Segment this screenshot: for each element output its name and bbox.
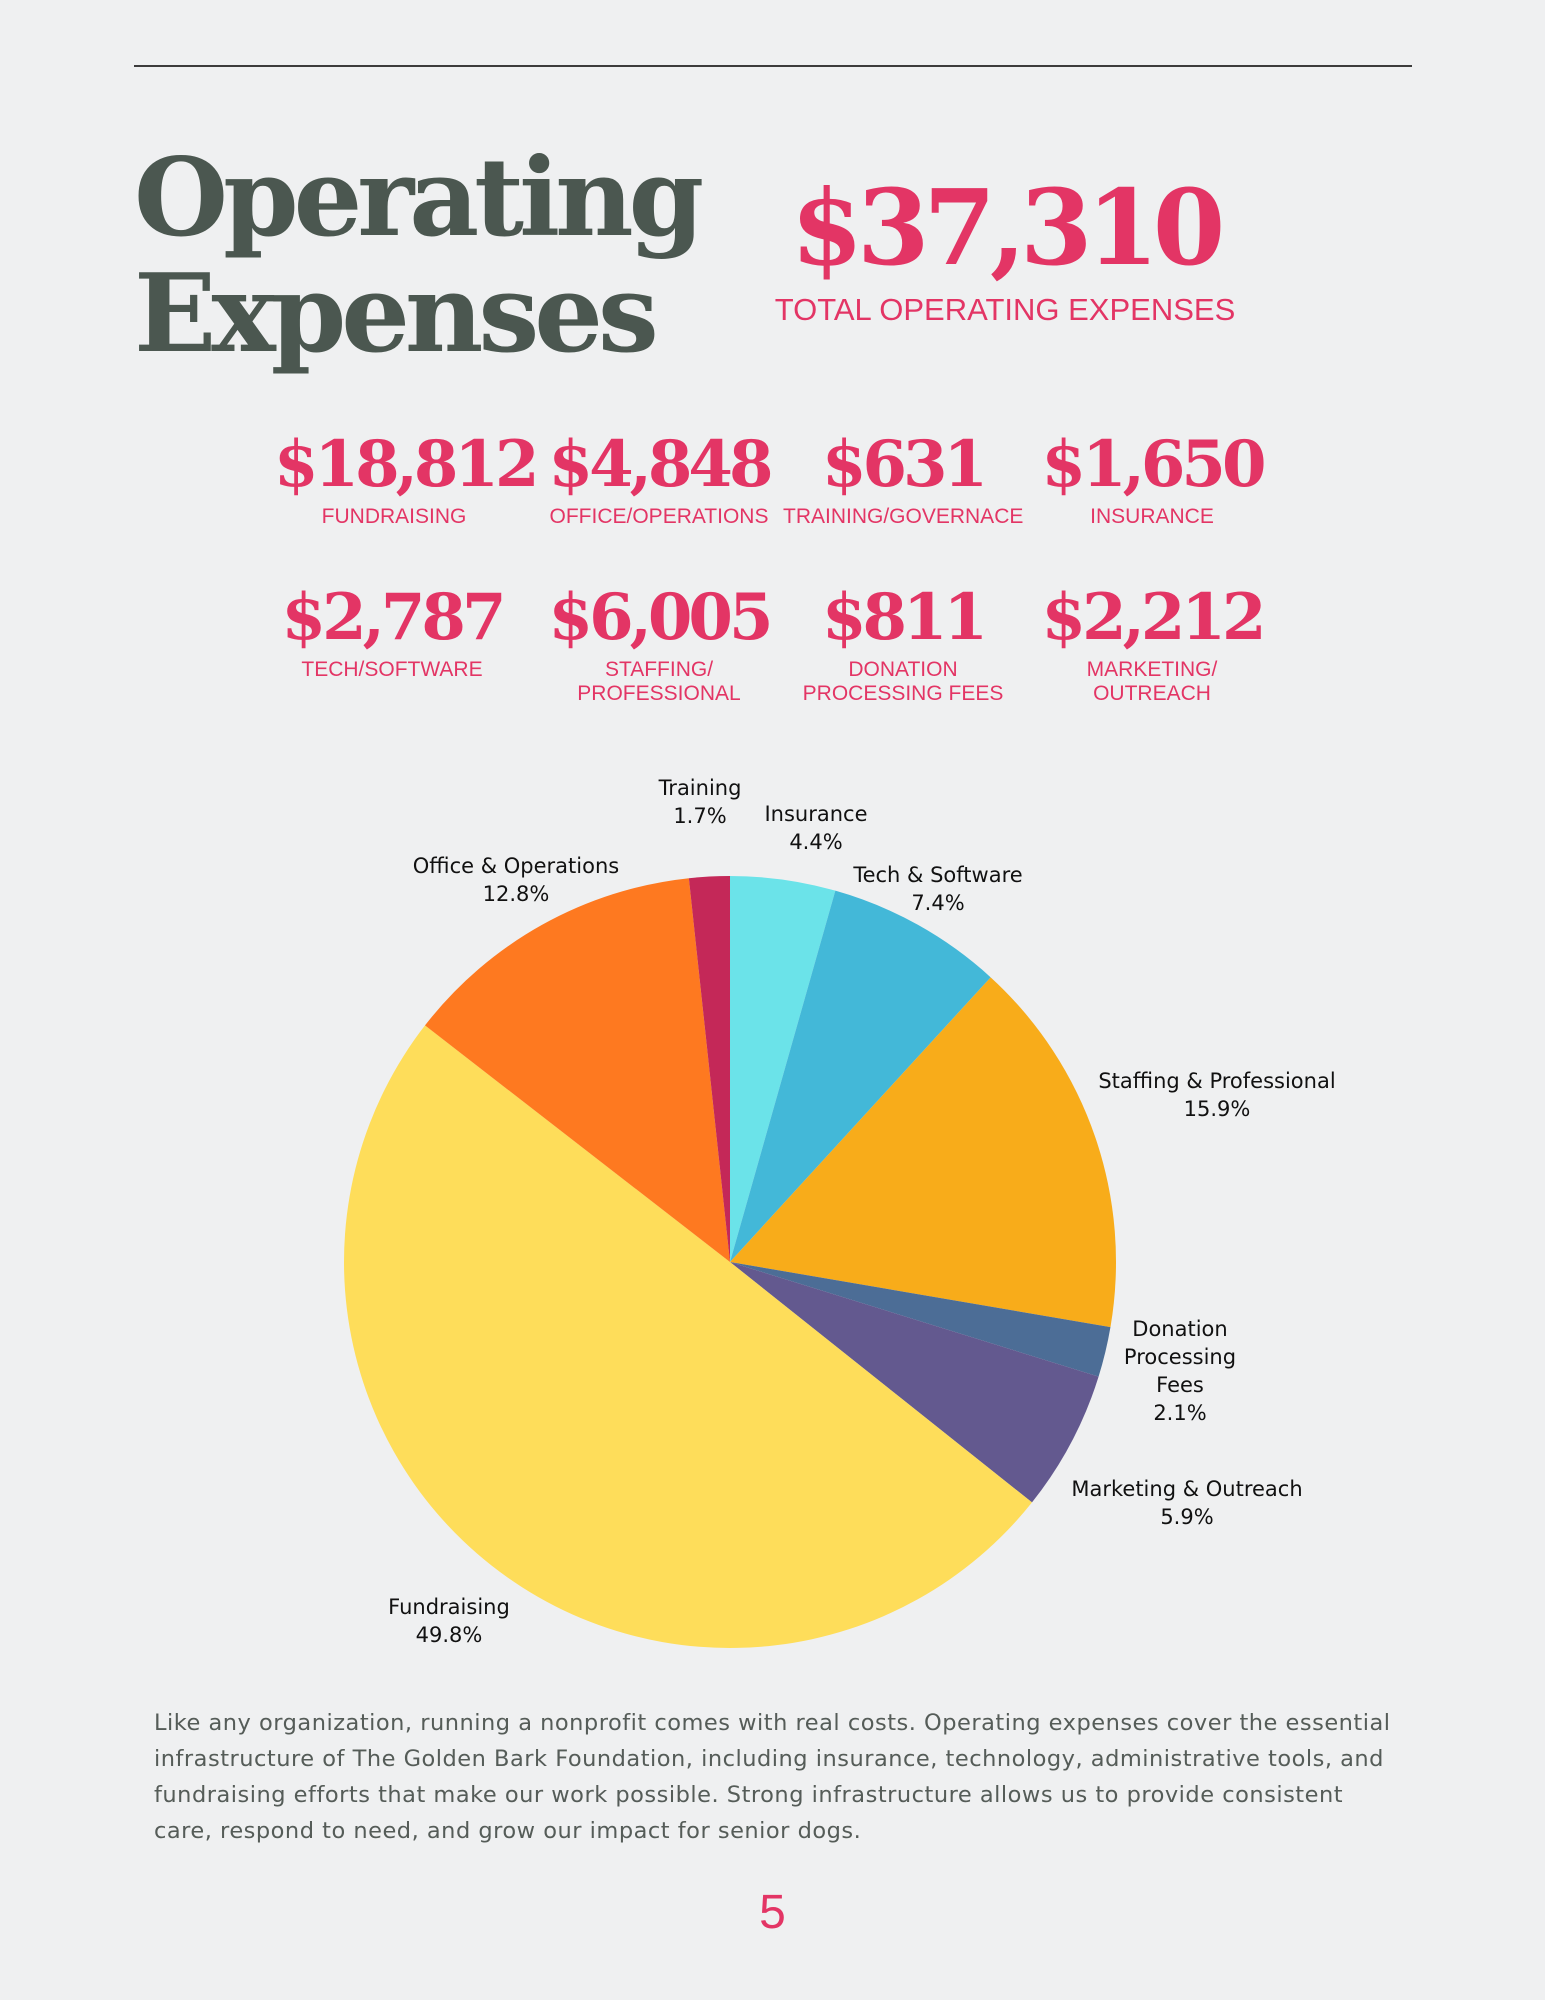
pie-label-percent: 7.4% [911, 891, 964, 915]
stat-value: $18,812 [274, 427, 539, 502]
pie-slice-marketing-outreach [730, 1262, 1099, 1503]
pie-slice-fundraising [343, 1025, 1033, 1649]
pie-label-name: Processing [1124, 1345, 1236, 1369]
pie-slice-insurance [730, 876, 836, 1262]
expense-pie-chart: Insurance 4.4% Tech & Software 7.4% Staffing… [343, 776, 1336, 1649]
page-title: Operating Expenses [134, 135, 704, 377]
stat-label: TRAINING/GOVERNACE [783, 505, 1024, 528]
stat-value: $811 [821, 580, 988, 655]
stat-value: $4,848 [548, 427, 774, 502]
pie-label-name: Staffing & Professional [1098, 1069, 1335, 1093]
stat-value: $1,650 [1041, 427, 1267, 502]
pie-label-office-operations: Office & Operations 12.8% [413, 854, 619, 906]
total-expenses-value: $37,310 [790, 166, 1225, 289]
stat-label: FUNDRAISING [321, 505, 467, 528]
stat-office-operations: $4,848 OFFICE/OPERATIONS [539, 425, 779, 529]
pie-label-name: Training [658, 776, 742, 800]
page-title-line-1: Operating [134, 135, 704, 261]
page-title-line-2: Expenses [134, 251, 659, 377]
pie-slice-tech-software [730, 890, 991, 1262]
stat-value: $2,787 [281, 580, 507, 655]
stat-marketing-outreach: $2,212 MARKETING/ OUTREACH [1032, 578, 1272, 706]
pie-label-percent: 1.7% [673, 804, 726, 828]
pie-label-insurance: Insurance 4.4% [764, 802, 867, 854]
stat-donation-processing: $811 DONATION PROCESSING FEES [783, 578, 1023, 706]
stat-training-governance: $631 TRAINING/GOVERNACE [783, 425, 1023, 529]
pie-label-percent: 4.4% [789, 830, 842, 854]
pie-label-tech-software: Tech & Software 7.4% [852, 863, 1022, 915]
pie-label-name: Insurance [764, 802, 867, 826]
pie-slice-staffing-professional [730, 977, 1117, 1328]
pie-label-donation-processing-fees: Donation Processing Fees 2.1% [1124, 1317, 1236, 1425]
stat-value: $2,212 [1041, 580, 1267, 655]
pie-label-name: Office & Operations [413, 854, 619, 878]
stat-tech-software: $2,787 TECH/SOFTWARE [272, 578, 512, 682]
pie-label-percent: 2.1% [1153, 1401, 1206, 1425]
stat-label: STAFFING/ PROFESSIONAL [577, 658, 741, 705]
pie-slice-training [688, 876, 730, 1262]
pie-label-training: Training 1.7% [658, 776, 742, 828]
pie-slice-office-operations [425, 878, 730, 1262]
top-divider [134, 65, 1412, 67]
stat-value: $6,005 [548, 580, 774, 655]
stat-fundraising: $18,812 FUNDRAISING [274, 425, 539, 529]
pie-label-name: Fees [1156, 1373, 1204, 1397]
pie-label-name: Donation [1132, 1317, 1227, 1341]
pie-label-fundraising: Fundraising 49.8% [388, 1595, 510, 1647]
page-number: 5 [759, 1886, 786, 1939]
pie-label-marketing-outreach: Marketing & Outreach 5.9% [1071, 1477, 1302, 1529]
stat-label: DONATION PROCESSING FEES [802, 658, 1004, 705]
pie-label-name: Fundraising [388, 1595, 510, 1619]
stat-insurance: $1,650 INSURANCE [1032, 425, 1272, 529]
pie-label-name: Tech & Software [852, 863, 1022, 887]
stat-value: $631 [821, 427, 988, 502]
stat-label: OFFICE/OPERATIONS [549, 505, 769, 528]
stat-label: INSURANCE [1090, 505, 1214, 528]
pie-label-percent: 5.9% [1160, 1505, 1213, 1529]
stat-label: MARKETING/ OUTREACH [1086, 658, 1218, 705]
stat-staffing-professional: $6,005 STAFFING/ PROFESSIONAL [539, 578, 779, 706]
pie-label-percent: 15.9% [1184, 1097, 1251, 1121]
stat-label: TECH/SOFTWARE [301, 658, 483, 681]
total-expenses-label: TOTAL OPERATING EXPENSES [774, 292, 1236, 327]
pie-label-staffing-professional: Staffing & Professional 15.9% [1098, 1069, 1335, 1121]
total-expenses: $37,310 TOTAL OPERATING EXPENSES [740, 168, 1270, 328]
pie-label-percent: 49.8% [416, 1623, 483, 1647]
body-paragraph: Like any organization, running a nonprof… [154, 1710, 1391, 1844]
pie-label-percent: 12.8% [483, 882, 550, 906]
pie-slice-donation-processing-fees [730, 1262, 1111, 1377]
pie-label-name: Marketing & Outreach [1071, 1477, 1302, 1501]
